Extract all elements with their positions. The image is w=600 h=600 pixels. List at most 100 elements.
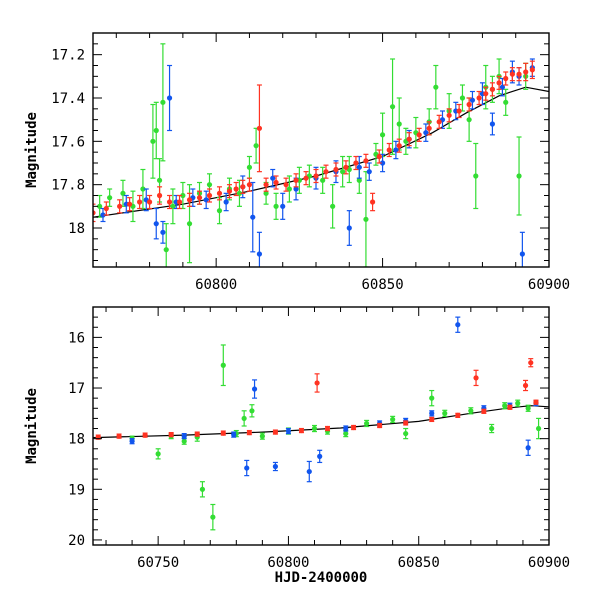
data-point xyxy=(525,445,531,451)
data-point xyxy=(509,71,515,77)
data-point xyxy=(313,173,319,179)
data-point xyxy=(210,514,216,520)
x-tick-label: 60800 xyxy=(195,277,237,293)
y-axis-label: Magnitude xyxy=(24,112,40,188)
data-point xyxy=(272,463,278,470)
data-point xyxy=(389,104,396,110)
data-point xyxy=(176,199,183,205)
data-point xyxy=(433,84,439,90)
data-point xyxy=(377,422,383,429)
data-point xyxy=(459,95,466,101)
data-point xyxy=(523,69,529,75)
y-axis-label: Magnitude xyxy=(24,388,40,464)
data-point xyxy=(466,101,472,108)
data-point xyxy=(363,158,369,164)
data-point xyxy=(469,97,476,103)
data-point xyxy=(286,186,292,192)
data-point xyxy=(481,408,487,414)
data-point xyxy=(456,108,462,114)
data-point xyxy=(343,430,349,437)
data-point xyxy=(314,380,320,386)
y-tick-label: 17 xyxy=(68,381,85,397)
y-tick-label: 18 xyxy=(68,221,85,237)
data-point xyxy=(522,382,529,389)
series-blue xyxy=(129,316,539,483)
data-point xyxy=(483,91,489,97)
data-point xyxy=(273,203,279,209)
data-point xyxy=(533,399,539,405)
data-point xyxy=(442,410,448,416)
data-point xyxy=(333,166,339,173)
data-point xyxy=(241,415,247,422)
data-point xyxy=(376,153,382,160)
data-point xyxy=(429,416,435,423)
data-point xyxy=(525,405,531,411)
series-blue xyxy=(100,58,535,267)
x-tick-label: 60900 xyxy=(528,277,570,293)
x-tick-label: 60800 xyxy=(267,555,309,571)
data-point xyxy=(379,132,386,138)
series-red xyxy=(93,60,535,223)
y-tick-label: 20 xyxy=(68,533,85,549)
data-point xyxy=(253,143,259,149)
series-red xyxy=(95,358,539,440)
data-point xyxy=(203,197,209,203)
data-point xyxy=(343,164,349,170)
data-point xyxy=(216,208,223,214)
data-point xyxy=(180,192,186,199)
series-green xyxy=(97,43,529,267)
data-point xyxy=(516,71,522,77)
data-point xyxy=(142,432,148,438)
data-point xyxy=(250,214,256,220)
data-point xyxy=(416,132,422,138)
y-tick-label: 19 xyxy=(68,482,85,498)
plot-frame xyxy=(92,306,550,546)
data-point xyxy=(393,147,399,153)
data-point xyxy=(476,95,482,101)
data-point xyxy=(240,184,246,190)
data-point xyxy=(353,160,359,166)
data-point xyxy=(256,251,263,257)
data-point xyxy=(127,201,133,207)
data-point xyxy=(181,438,187,444)
x-axis-label: HJD-2400000 xyxy=(275,570,368,586)
data-point xyxy=(236,190,243,196)
data-point xyxy=(186,221,193,227)
data-point xyxy=(166,95,173,101)
data-point xyxy=(256,125,263,131)
data-point xyxy=(515,400,521,406)
data-point xyxy=(223,199,229,205)
data-point xyxy=(406,136,412,142)
data-point xyxy=(150,138,156,144)
data-point xyxy=(350,424,357,431)
data-point xyxy=(156,177,163,183)
data-point xyxy=(386,147,392,153)
data-point xyxy=(220,430,226,436)
data-point xyxy=(429,410,435,416)
data-point xyxy=(270,175,276,181)
data-point xyxy=(503,75,509,82)
data-point xyxy=(379,160,386,166)
series-green xyxy=(129,344,542,531)
data-point xyxy=(206,182,213,188)
data-point xyxy=(403,430,409,437)
data-point xyxy=(369,199,376,205)
data-point xyxy=(186,197,193,203)
data-point xyxy=(390,416,396,423)
data-point xyxy=(97,203,103,209)
data-point xyxy=(263,182,269,188)
model-curve-line xyxy=(93,86,549,218)
data-point xyxy=(220,362,226,368)
data-point xyxy=(273,179,279,186)
data-point xyxy=(231,432,237,438)
data-point xyxy=(170,203,176,209)
data-point xyxy=(306,468,312,475)
data-point xyxy=(311,425,318,432)
data-point xyxy=(216,190,223,196)
data-point xyxy=(196,195,203,201)
x-tick-label: 60850 xyxy=(398,555,440,571)
data-point xyxy=(293,177,299,183)
data-point xyxy=(502,403,508,409)
data-point xyxy=(155,451,161,457)
data-point xyxy=(153,127,159,134)
